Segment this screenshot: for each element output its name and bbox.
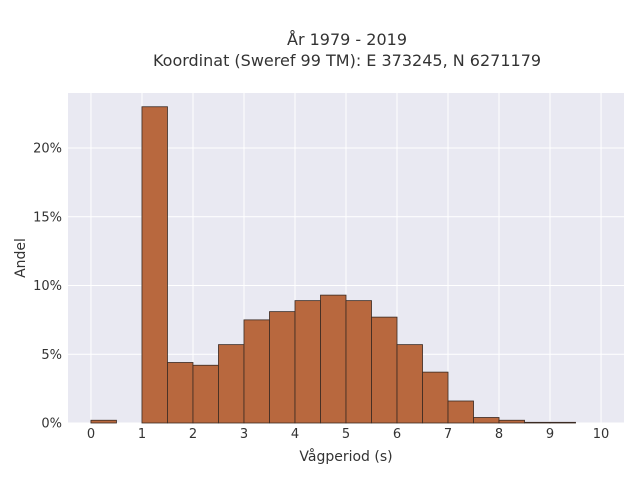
histogram-bar [269,311,296,424]
y-tick-label: 0% [41,417,62,432]
x-axis-ticks: 0 1 2 3 4 5 6 7 8 9 10 [87,427,610,442]
histogram-bar [192,364,219,424]
y-axis-label: Andel [13,238,29,278]
histogram-bar [422,371,449,424]
histogram-bar [243,319,270,424]
x-tick-label: 5 [342,427,350,442]
histogram-bar [396,344,423,424]
histogram-bar [141,106,168,424]
histogram-bar [320,294,347,424]
histogram-bar [167,362,194,424]
histogram-bar [447,400,474,424]
histogram-bar [294,300,321,424]
x-tick-label: 7 [444,427,452,442]
chart-title-line1: År 1979 - 2019 [287,30,407,49]
y-axis-ticks: 0% 5% 10% 15% 20% [33,142,62,432]
y-tick-label: 15% [33,210,62,225]
x-tick-label: 4 [291,427,299,442]
chart-title-line2: Koordinat (Sweref 99 TM): E 373245, N 62… [153,51,541,70]
histogram-bar [498,419,525,424]
y-tick-label: 10% [33,279,62,294]
histogram-bar [524,421,551,424]
histogram-bar [90,419,117,424]
histogram-bar [473,417,500,424]
x-tick-label: 0 [87,427,95,442]
y-tick-label: 20% [33,142,62,157]
x-tick-label: 1 [138,427,146,442]
histogram-bar [218,344,245,424]
x-tick-label: 3 [240,427,248,442]
x-axis-label: Vågperiod (s) [299,448,392,465]
histogram-bar [345,300,372,424]
y-tick-label: 5% [41,348,62,363]
histogram-bar [371,316,398,424]
x-tick-label: 9 [546,427,554,442]
histogram-bar [549,421,576,424]
bars [90,106,576,424]
x-tick-label: 2 [189,427,197,442]
x-tick-label: 10 [593,427,610,442]
x-tick-label: 8 [495,427,503,442]
x-tick-label: 6 [393,427,401,442]
